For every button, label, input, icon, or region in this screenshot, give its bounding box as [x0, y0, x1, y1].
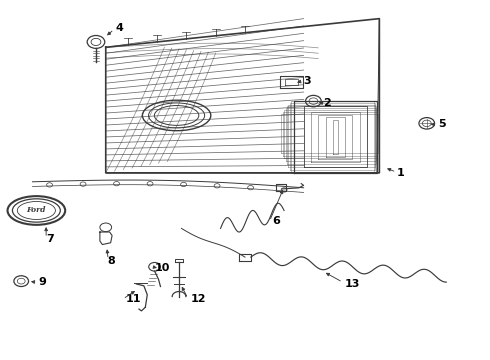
Text: 4: 4 [116, 23, 123, 33]
Text: 11: 11 [125, 294, 141, 304]
Text: 12: 12 [190, 294, 206, 304]
Text: 13: 13 [345, 279, 361, 289]
Text: 6: 6 [272, 216, 280, 226]
Text: 1: 1 [396, 168, 404, 178]
Text: Ford: Ford [26, 207, 46, 215]
Text: 3: 3 [304, 76, 311, 86]
Text: 5: 5 [438, 120, 445, 129]
Text: 9: 9 [39, 277, 47, 287]
Text: 7: 7 [46, 234, 54, 244]
Text: 8: 8 [107, 256, 115, 266]
Text: 10: 10 [155, 263, 170, 273]
Text: 2: 2 [323, 98, 331, 108]
